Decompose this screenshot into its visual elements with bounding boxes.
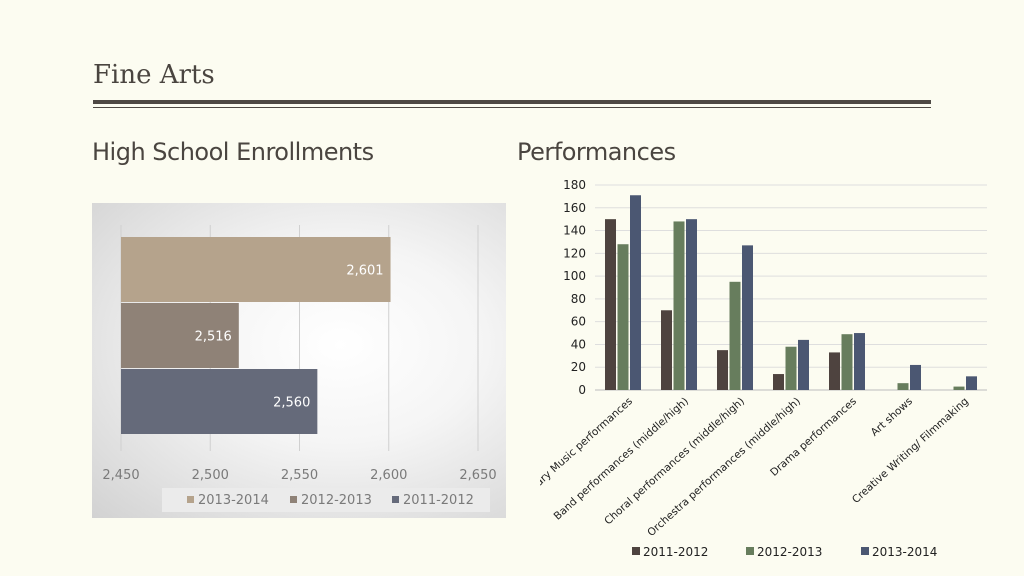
bar-2011-2012 — [717, 350, 728, 390]
y-tick-label: 0 — [578, 383, 586, 397]
x-category-label: Creative Writing/ Filmmaking — [850, 395, 971, 506]
legend-swatch — [861, 547, 869, 555]
data-label: 2,516 — [195, 330, 232, 345]
bar-2012-2013 — [729, 281, 741, 390]
bar-2012-2013 — [121, 303, 239, 368]
legend-label: 2011-2012 — [643, 545, 708, 559]
title-rule-thick — [93, 100, 931, 104]
x-tick-label: 2,600 — [370, 468, 407, 483]
y-tick-label: 100 — [563, 269, 586, 283]
bar-2012-2013 — [673, 221, 685, 390]
legend-swatch — [632, 547, 640, 555]
data-label: 2,601 — [346, 264, 383, 279]
y-tick-label: 40 — [571, 337, 586, 351]
legend-swatch — [746, 547, 754, 555]
title-rule-thin — [93, 107, 931, 108]
bar-2013-2014 — [854, 333, 865, 390]
bar-2013-2014 — [121, 237, 391, 302]
bar-2013-2014 — [630, 195, 641, 390]
enrollments-chart: 2,450 2,500 2,550 2,600 2,650 2,601 2,516 2,560… — [102, 225, 497, 512]
x-tick-label: 2,450 — [102, 468, 139, 483]
bar-2012-2013 — [785, 346, 797, 390]
y-tick-label: 180 — [563, 178, 586, 192]
legend-label: 2013-2014 — [872, 545, 937, 559]
y-tick-label: 80 — [571, 292, 586, 306]
legend-swatch — [290, 496, 297, 503]
y-tick-label: 20 — [571, 360, 586, 374]
y-tick-label: 120 — [563, 246, 586, 260]
bar-2011-2012 — [773, 374, 784, 390]
bar-2011-2012 — [121, 369, 318, 434]
bar-2011-2012 — [661, 310, 672, 390]
bar-2012-2013 — [841, 334, 853, 390]
bar-2013-2014 — [742, 245, 753, 390]
legend-label: 2012-2013 — [301, 493, 372, 508]
bar-2011-2012 — [829, 352, 840, 390]
bar-2013-2014 — [910, 364, 921, 390]
legend-box — [162, 488, 490, 512]
bar-2012-2013 — [897, 383, 909, 390]
y-tick-label: 160 — [563, 201, 586, 215]
bar-2013-2014 — [798, 339, 809, 390]
bar-2012-2013 — [617, 244, 629, 390]
y-tick-label: 60 — [571, 315, 586, 329]
x-category-label: Art shows — [869, 395, 915, 438]
x-tick-label: 2,550 — [281, 468, 318, 483]
legend-swatch — [392, 496, 399, 503]
x-tick-label: 2,500 — [192, 468, 229, 483]
bar-2012-2013 — [953, 386, 965, 390]
bar-2013-2014 — [686, 219, 697, 390]
bar-2013-2014 — [966, 376, 977, 390]
enrollments-heading: High School Enrollments — [92, 138, 374, 166]
x-tick-label: 2,650 — [459, 468, 496, 483]
data-label: 2,560 — [273, 396, 310, 411]
legend-label: 2012-2013 — [757, 545, 822, 559]
bar-2011-2012 — [605, 219, 616, 390]
legend-label: 2011-2012 — [403, 493, 474, 508]
legend-swatch — [187, 496, 194, 503]
enrollments-chart-panel: 2,450 2,500 2,550 2,600 2,650 2,601 2,516 2,560… — [92, 203, 506, 518]
y-tick-label: 140 — [563, 224, 586, 238]
legend-label: 2013-2014 — [198, 493, 269, 508]
performances-heading: Performances — [517, 138, 676, 166]
slide-title: Fine Arts — [93, 60, 215, 90]
